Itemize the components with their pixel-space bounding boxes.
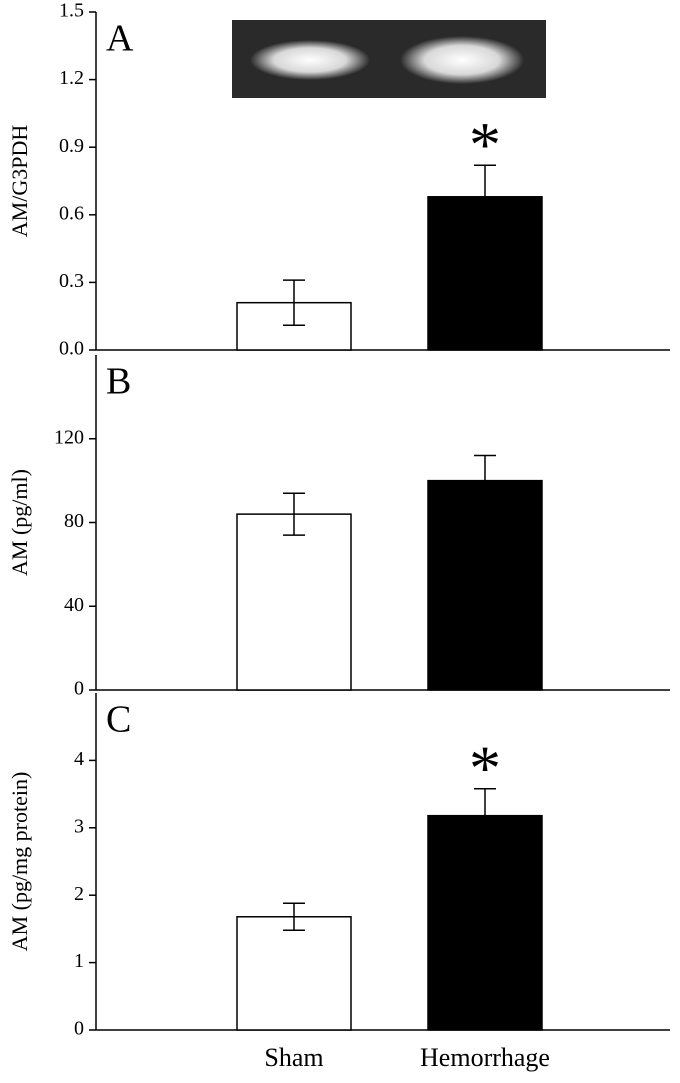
- y-axis-label: AM/G3PDH: [7, 125, 32, 238]
- y-tick-label: 0.3: [59, 270, 84, 292]
- x-tick-label: Hemorrhage: [420, 1043, 550, 1072]
- y-axis-label: AM (pg/ml): [7, 469, 32, 576]
- y-tick-label: 4: [74, 748, 84, 770]
- bar: [427, 814, 543, 1031]
- panel-label: A: [106, 18, 134, 60]
- y-tick-label: 2: [74, 883, 84, 905]
- gel-image: [232, 20, 546, 98]
- y-tick-label: 120: [54, 426, 84, 448]
- y-tick-label: 80: [64, 510, 84, 532]
- y-tick-label: 0.6: [59, 202, 84, 224]
- y-tick-label: 1.2: [59, 67, 84, 89]
- y-tick-label: 0: [74, 678, 84, 700]
- bar: [427, 479, 543, 691]
- annotation: *: [469, 109, 501, 180]
- x-tick-label: Sham: [264, 1043, 323, 1072]
- y-tick-label: 1: [74, 950, 84, 972]
- y-tick-label: 40: [64, 594, 84, 616]
- y-tick-label: 0.9: [59, 135, 84, 157]
- annotation: *: [469, 732, 501, 803]
- bar: [236, 513, 352, 691]
- y-tick-label: 0.0: [59, 338, 84, 360]
- y-tick-label: 3: [74, 815, 84, 837]
- panel-label: B: [106, 361, 131, 403]
- y-axis-label: AM (pg/mg protein): [7, 772, 32, 952]
- panel-label: C: [106, 699, 131, 741]
- y-tick-label: 1.5: [59, 0, 84, 22]
- y-tick-label: 0: [74, 1018, 84, 1040]
- bar: [236, 916, 352, 1031]
